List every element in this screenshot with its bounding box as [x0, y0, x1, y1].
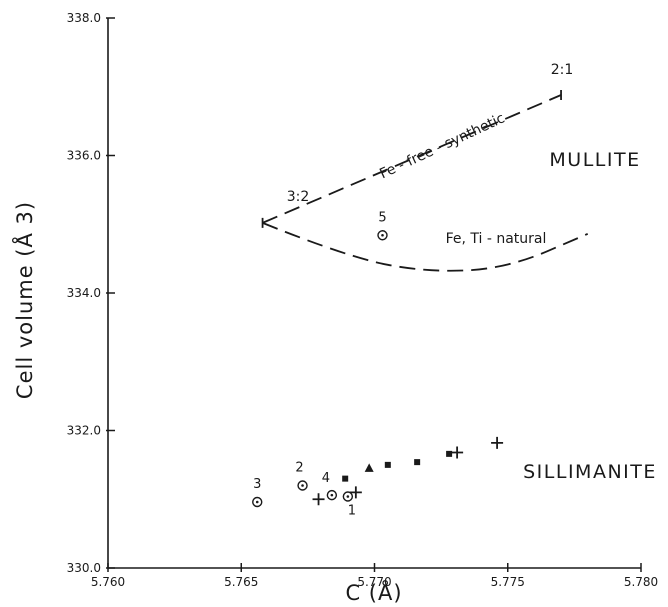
- plus-point: [451, 446, 464, 459]
- square-point: [446, 450, 453, 457]
- circle-dot-center: [381, 233, 384, 237]
- ratio-label-3-2: 3:2: [287, 189, 310, 205]
- circle-dot-center: [330, 493, 334, 497]
- square-point: [384, 461, 391, 468]
- x-tick-label: 5.770: [357, 575, 391, 589]
- circle-dot-center: [301, 484, 304, 487]
- y-axis-label: Cell volume (Å 3): [11, 201, 37, 399]
- x-ticks: 5.760 5.765 5.770 5.775 5.780: [91, 563, 658, 589]
- x-tick-label: 5.760: [91, 575, 125, 589]
- square-point: [414, 459, 421, 466]
- plus-point: [491, 436, 504, 449]
- fe-free-synthetic-line: [262, 94, 562, 224]
- point-label: 2: [295, 461, 303, 476]
- line-label-fe-ti-natural: Fe, Ti - natural: [446, 231, 547, 247]
- square-point: [342, 475, 349, 482]
- y-ticks: 330.0 332.0 334.0 336.0 338.0: [67, 11, 115, 575]
- plus-point: [312, 493, 325, 506]
- point-label: 4: [322, 471, 330, 486]
- circle-dot-center: [255, 500, 259, 504]
- line-label-fe-free-synthetic: Fe - free - synthetic: [377, 110, 507, 182]
- fe-ti-natural-line: [262, 222, 589, 272]
- x-tick-label: 5.780: [624, 575, 658, 589]
- point-label: 1: [348, 504, 356, 519]
- x-tick-label: 5.765: [224, 575, 258, 589]
- ratio-label-2-1: 2:1: [551, 62, 574, 78]
- point-label: 5: [378, 210, 386, 225]
- circle-dot-point: [377, 230, 388, 241]
- data-points: 3 2 4 1 5: [252, 210, 504, 519]
- y-tick-label: 336.0: [67, 149, 101, 163]
- circle-dot-point: [342, 491, 354, 502]
- x-axis-label: C (Å): [345, 579, 402, 605]
- region-label-mullite: MULLITE: [549, 149, 640, 171]
- circle-dot-center: [346, 495, 350, 498]
- region-label-sillimanite: SILLIMANITE: [523, 461, 657, 483]
- axes: 330.0 332.0 334.0 336.0 338.0 5.760 5.765 5.77…: [67, 11, 659, 589]
- y-tick-label: 332.0: [67, 424, 101, 438]
- y-tick-label: 334.0: [67, 286, 101, 300]
- circle-dot-point: [297, 480, 308, 491]
- reference-lines: [261, 90, 589, 272]
- y-tick-label: 330.0: [67, 561, 101, 575]
- x-tick-label: 5.775: [491, 575, 525, 589]
- point-label: 3: [253, 477, 261, 492]
- triangle-point: [364, 463, 374, 472]
- circle-dot-point: [252, 496, 263, 508]
- circle-dot-point: [326, 489, 338, 501]
- y-tick-label: 338.0: [67, 11, 101, 25]
- plus-point: [349, 486, 362, 499]
